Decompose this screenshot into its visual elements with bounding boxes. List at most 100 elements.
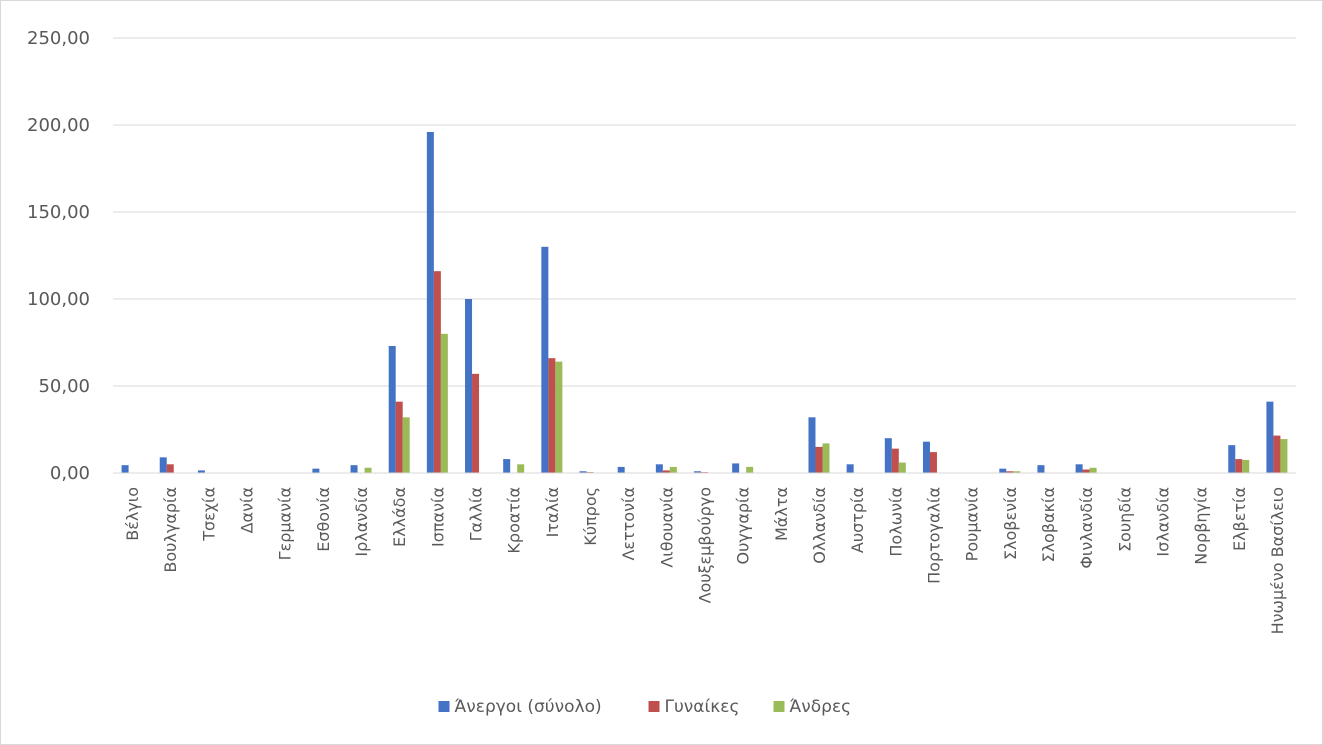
- bar-total: [350, 465, 358, 473]
- bar-women: [815, 446, 823, 473]
- bar-men: [555, 361, 563, 473]
- bar-women: [1082, 469, 1090, 473]
- x-category-label: Ουγγαρία: [734, 487, 753, 564]
- bar-total: [197, 470, 205, 473]
- bar-women: [891, 448, 899, 473]
- gridlines: [113, 37, 1296, 387]
- x-category-label: Σλοβακία: [1039, 487, 1058, 563]
- bar-women: [929, 452, 937, 473]
- bar-men: [822, 443, 830, 473]
- x-category-label: Δανία: [238, 487, 257, 533]
- bar-total: [541, 246, 549, 473]
- bar-men: [402, 417, 410, 473]
- bar-total: [922, 441, 930, 473]
- x-category-label: Σλοβενία: [1001, 487, 1020, 560]
- bar-total: [388, 345, 396, 473]
- bar-women: [1273, 435, 1281, 473]
- bar-men: [1089, 467, 1097, 473]
- bar-men: [746, 466, 754, 473]
- x-category-label: Πολωνία: [886, 487, 905, 557]
- x-category-label: Λιθουανία: [657, 487, 676, 568]
- bar-women: [662, 470, 670, 473]
- bar-women: [548, 358, 556, 473]
- x-category-label: Βέλγιο: [123, 487, 142, 541]
- bar-total: [999, 468, 1007, 473]
- bar-total: [884, 438, 892, 473]
- x-category-label: Κύπρος: [581, 487, 600, 546]
- bar-women: [472, 373, 480, 473]
- bar-total: [732, 463, 740, 473]
- x-category-label: Τσεχία: [199, 487, 218, 542]
- x-category-label: Φινλανδία: [1077, 487, 1096, 569]
- bar-total: [312, 468, 320, 473]
- bar-women: [1006, 471, 1014, 473]
- legend-label: Άνεργοι (σύνολο): [455, 697, 602, 717]
- bar-total: [1075, 464, 1083, 473]
- bar-total: [1266, 401, 1274, 473]
- x-category-label: Γαλλία: [467, 487, 486, 541]
- bar-women: [395, 401, 403, 473]
- x-category-label: Ιρλανδία: [352, 487, 371, 557]
- x-category-label: Βουλγαρία: [161, 487, 180, 573]
- bar-men: [1280, 439, 1288, 473]
- y-tick-label: 200,00: [27, 115, 90, 136]
- bar-total: [426, 131, 434, 473]
- bar-total: [808, 417, 816, 473]
- x-category-label: Ολλανδία: [810, 487, 829, 564]
- bar-total: [579, 471, 587, 473]
- x-category-label: Κροατία: [505, 487, 524, 554]
- bar-total: [655, 464, 663, 473]
- bars: [121, 131, 1288, 473]
- legend-label: Γυναίκες: [665, 697, 740, 717]
- x-category-label: Πορτογαλία: [924, 487, 943, 584]
- bar-total: [694, 471, 701, 473]
- bar-total: [1037, 465, 1045, 473]
- bar-men: [669, 466, 677, 473]
- bar-total: [846, 464, 854, 473]
- legend-swatch: [773, 701, 785, 712]
- bar-men: [517, 464, 525, 473]
- y-tick-label: 100,00: [27, 289, 90, 310]
- x-category-label: Εσθονία: [314, 487, 333, 552]
- bar-men: [1013, 471, 1021, 473]
- bar-total: [1228, 445, 1236, 473]
- bar-men: [440, 333, 448, 473]
- x-category-label: Γερμανία: [276, 487, 295, 560]
- legend-swatch: [438, 701, 450, 712]
- x-category-label: Ρουμανία: [963, 487, 982, 561]
- legend-swatch: [648, 701, 660, 712]
- y-tick-label: 150,00: [27, 202, 90, 223]
- x-axis-category-labels: Βέλγιο Βουλγαρία Τσεχία Δανία Γερμανία Εσθονί…: [123, 487, 1287, 634]
- x-category-label: Ελβετία: [1230, 487, 1249, 551]
- x-category-label: Λουξεμβούργο: [696, 487, 715, 603]
- x-category-label: Ισλανδία: [1153, 487, 1172, 557]
- y-tick-label: 0,00: [50, 463, 90, 484]
- y-axis-tick-labels: 0,00 50,00 100,00 150,00 200,00 250,00: [27, 28, 90, 484]
- legend: Άνεργοι (σύνολο) Γυναίκες Άνδρες: [438, 697, 852, 717]
- bar-total: [159, 457, 167, 473]
- bar-men: [1242, 459, 1250, 473]
- x-category-label: Λεττονία: [619, 487, 638, 561]
- legend-label: Άνδρες: [790, 697, 852, 717]
- x-category-label: Νορβηγία: [1192, 487, 1211, 565]
- x-category-label: Αυστρία: [848, 487, 867, 553]
- bar-women: [433, 271, 441, 473]
- x-category-label: Ισπανία: [428, 487, 447, 547]
- x-category-label: Ιταλία: [543, 487, 562, 537]
- bar-women: [166, 464, 174, 473]
- bar-total: [617, 466, 625, 473]
- bar-total: [121, 465, 129, 473]
- bar-total: [503, 459, 511, 473]
- bar-men: [364, 467, 372, 473]
- x-category-label: Ηνωμένο Βασίλειο: [1268, 487, 1287, 634]
- bar-men: [898, 462, 906, 473]
- bar-total: [465, 299, 473, 473]
- x-category-label: Σουηδία: [1115, 487, 1134, 552]
- y-tick-label: 50,00: [38, 376, 90, 397]
- y-tick-label: 250,00: [27, 28, 90, 49]
- x-category-label: Μάλτα: [772, 487, 791, 541]
- x-category-label: Ελλάδα: [390, 487, 409, 547]
- bar-women: [1235, 459, 1243, 473]
